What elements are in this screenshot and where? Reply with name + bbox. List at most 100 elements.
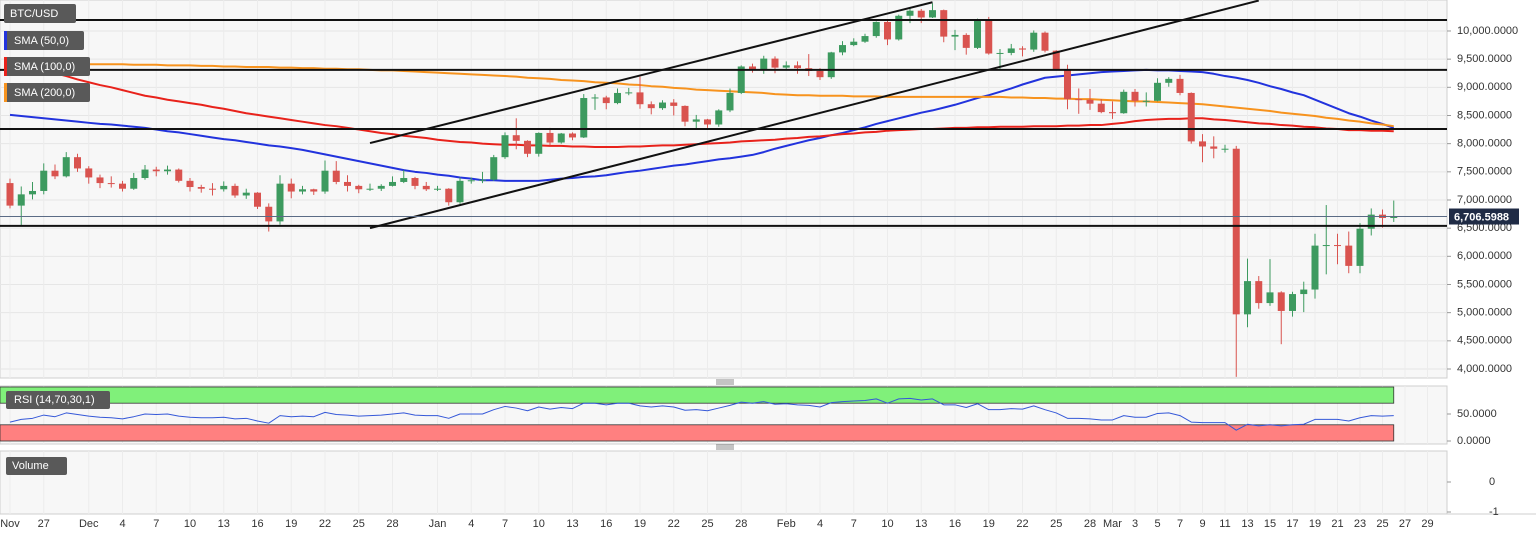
candle-body	[276, 183, 284, 222]
candle-body	[254, 192, 261, 207]
x-tick-label: 28	[1084, 518, 1096, 530]
candle-body	[1334, 245, 1341, 247]
candle-body	[467, 180, 475, 182]
x-tick-label: Feb	[777, 518, 796, 530]
candle-body	[332, 170, 340, 182]
x-tick-label: 15	[1264, 518, 1276, 530]
candle-body	[130, 178, 138, 189]
candle-body	[1120, 91, 1128, 114]
candle-body	[119, 183, 126, 189]
candle-body	[996, 52, 1004, 54]
y-tick-label: 4,500.0000	[1457, 335, 1512, 347]
legend-box[interactable]	[4, 83, 90, 102]
x-tick-label: Jan	[429, 518, 447, 530]
candle-body	[895, 15, 903, 40]
x-tick-label: 10	[881, 518, 893, 530]
x-tick-label: 17	[1286, 518, 1298, 530]
x-tick-label: 21	[1331, 518, 1343, 530]
x-tick-label: 27	[1399, 518, 1411, 530]
legend-label: Volume	[12, 460, 49, 472]
x-tick-label: 13	[1241, 518, 1253, 530]
candle-body	[107, 183, 115, 185]
rsi-layer	[0, 386, 1395, 442]
x-tick-label: 22	[1016, 518, 1028, 530]
candle-body	[422, 185, 430, 190]
x-tick-label: 7	[1177, 518, 1183, 530]
candle-body	[546, 132, 554, 143]
panel-handle[interactable]	[716, 444, 734, 450]
candle-body	[1266, 292, 1274, 304]
legend-box[interactable]	[6, 457, 67, 475]
candle-body	[1390, 216, 1398, 219]
x-tick-label: 10	[184, 518, 196, 530]
volume-panel	[0, 450, 1448, 515]
legend-box[interactable]	[4, 57, 90, 76]
candle-body	[1086, 99, 1094, 104]
candle-body	[366, 188, 374, 190]
candle-body	[434, 188, 441, 190]
x-tick-label: Nov	[0, 518, 20, 530]
y-tick-label: 10,000.0000	[1457, 25, 1518, 37]
candle-body	[602, 97, 610, 104]
x-tick-label: 13	[218, 518, 230, 530]
x-tick-label: 10	[533, 518, 545, 530]
candle-body	[1176, 78, 1184, 93]
x-tick-label: 13	[566, 518, 578, 530]
chart-title: BTC/USD	[10, 8, 58, 20]
candle-body	[1052, 50, 1060, 70]
x-tick-label: 3	[1132, 518, 1138, 530]
x-tick-label: 9	[1199, 518, 1205, 530]
x-tick-label: 23	[1354, 518, 1366, 530]
candle-body	[175, 169, 183, 181]
candle-body	[377, 185, 385, 189]
legend-swatch	[4, 83, 7, 102]
candle-body	[692, 119, 700, 122]
x-tick-label: 19	[1309, 518, 1321, 530]
candle-body	[850, 41, 858, 46]
legend-label: SMA (200,0)	[14, 87, 75, 99]
candle-body	[1232, 148, 1240, 315]
candle-body	[771, 58, 779, 68]
legend-box[interactable]	[4, 31, 84, 50]
candle-body	[321, 170, 329, 192]
y-tick-label: 4,000.0000	[1457, 363, 1512, 375]
candle-body	[794, 65, 801, 69]
candle-body	[1187, 92, 1195, 142]
panel-handle[interactable]	[716, 379, 734, 385]
x-tick-label: 28	[735, 518, 747, 530]
candle-layer	[6, 3, 1398, 377]
candle-body	[929, 10, 936, 18]
legend-label: RSI (14,70,30,1)	[14, 394, 95, 406]
candle-body	[445, 188, 453, 203]
x-tick-label: 19	[634, 518, 646, 530]
candle-body	[1289, 294, 1296, 311]
candle-body	[827, 52, 835, 78]
sma-line	[10, 62, 1394, 128]
candle-body	[1277, 292, 1285, 311]
candle-body	[974, 20, 981, 48]
candle-body	[209, 188, 216, 190]
oversold-band	[0, 424, 1395, 442]
candle-body	[231, 185, 239, 196]
y-tick-label: 6,000.0000	[1457, 250, 1512, 262]
grid-layer	[0, 0, 1447, 514]
candle-body	[1075, 99, 1083, 101]
candle-body	[681, 105, 689, 122]
candle-body	[1142, 100, 1150, 102]
x-tick-label: Dec	[79, 518, 99, 530]
candle-body	[141, 169, 149, 179]
candle-body	[62, 157, 70, 177]
candle-body	[1367, 214, 1375, 229]
candle-body	[940, 10, 948, 37]
x-tick-label: 25	[1376, 518, 1388, 530]
candle-body	[85, 168, 93, 178]
candle-body	[1131, 91, 1139, 101]
x-tick-label: 16	[251, 518, 263, 530]
candle-body	[985, 20, 993, 54]
y-tick-label: 6,500.0000	[1457, 222, 1512, 234]
legend-box[interactable]	[6, 391, 110, 409]
candle-body	[906, 10, 914, 16]
candle-body	[1097, 103, 1105, 113]
y-tick-label: 9,000.0000	[1457, 81, 1512, 93]
